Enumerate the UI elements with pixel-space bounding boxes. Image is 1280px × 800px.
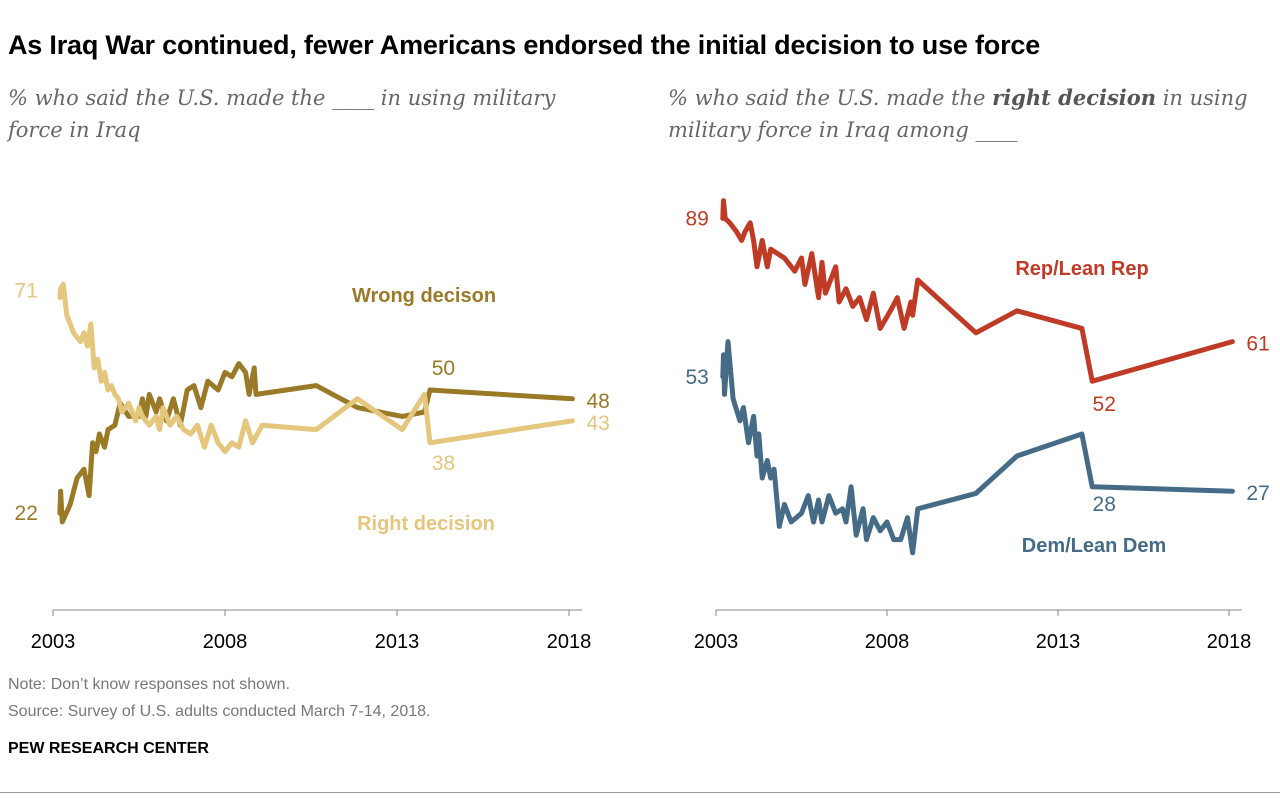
data-label: 43	[586, 412, 609, 435]
data-label: 71	[15, 280, 38, 303]
data-label: 50	[432, 357, 455, 380]
data-label: 53	[685, 366, 708, 389]
note: Note: Don’t know responses not shown.	[8, 676, 290, 693]
bottom-rule	[0, 792, 1280, 793]
x-tick-label: 2003	[694, 631, 739, 653]
right-subtitle-bold: right decision	[992, 85, 1157, 110]
data-label: 89	[685, 207, 708, 230]
series-line	[720, 198, 1235, 384]
data-label: 22	[15, 502, 38, 525]
x-tick-label: 2008	[865, 631, 910, 653]
right-subtitle-post: in using military force in Iraq among __…	[668, 86, 1248, 142]
series-label: Dem/Lean Dem	[1022, 535, 1167, 557]
left-subtitle: % who said the U.S. made the ____ in usi…	[8, 86, 556, 142]
series-label: Wrong decison	[352, 285, 496, 307]
right-subtitle-pre: % who said the U.S. made the	[668, 86, 993, 110]
series-label: Rep/Lean Rep	[1015, 258, 1148, 280]
data-label: 48	[586, 390, 609, 413]
source: Source: Survey of U.S. adults conducted …	[8, 703, 431, 720]
series-line	[720, 339, 1235, 556]
x-tick-label: 2013	[1036, 631, 1081, 653]
x-tick-label: 2003	[31, 631, 76, 653]
series-label: Right decision	[357, 513, 495, 535]
x-tick-label: 2018	[547, 631, 592, 653]
data-label: 27	[1246, 482, 1269, 505]
data-label: 28	[1093, 493, 1116, 516]
brand-label: PEW RESEARCH CENTER	[8, 740, 209, 757]
data-label: 52	[1093, 393, 1116, 416]
series-line	[57, 281, 575, 455]
right-subtitle: % who said the U.S. made the right decis…	[668, 82, 1268, 146]
x-tick-label: 2018	[1207, 631, 1252, 653]
data-label: 61	[1246, 333, 1269, 356]
x-tick-label: 2013	[375, 631, 420, 653]
data-label: 38	[432, 452, 455, 475]
chart-title: As Iraq War continued, fewer Americans e…	[8, 30, 1041, 60]
x-tick-label: 2008	[203, 631, 248, 653]
series-line	[57, 361, 575, 525]
